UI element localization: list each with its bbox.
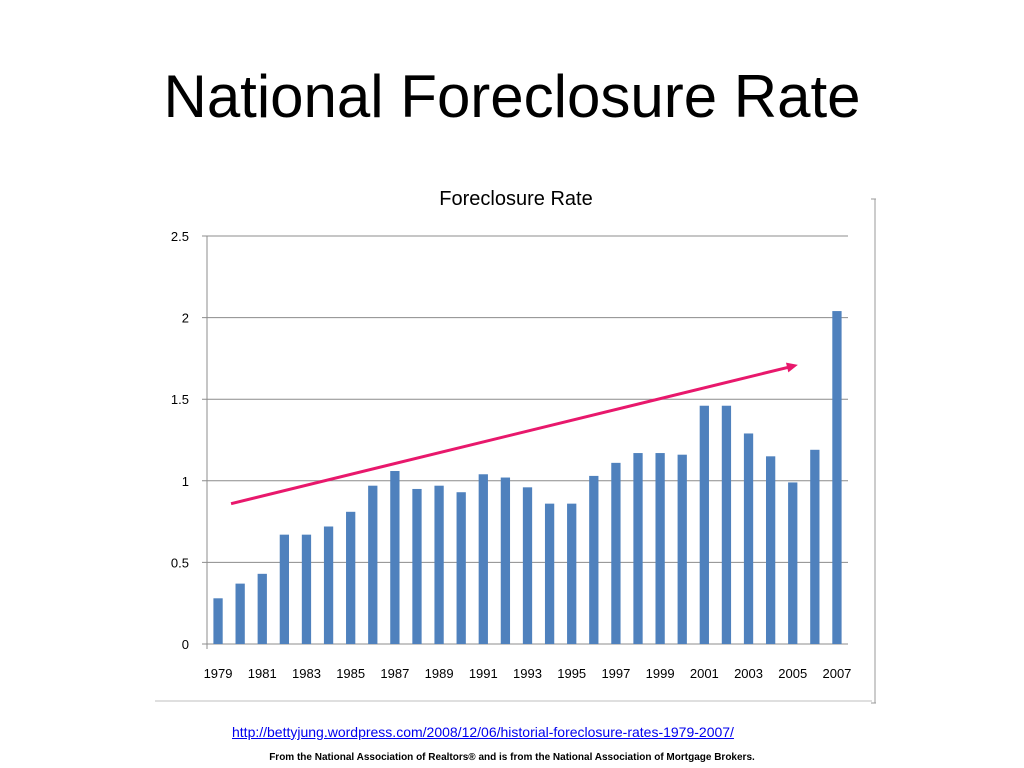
bar-1996 — [589, 475, 599, 644]
y-tick-label: 1 — [182, 474, 189, 489]
source-link[interactable]: http://bettyjung.wordpress.com/2008/12/0… — [232, 724, 734, 740]
x-tick-label: 1987 — [380, 666, 409, 681]
x-tick-label: 2005 — [778, 666, 807, 681]
bar-1994 — [544, 503, 555, 644]
bar-1986 — [368, 485, 378, 644]
x-tick-label: 1993 — [513, 666, 542, 681]
bar-2005 — [788, 482, 798, 644]
bar-1982 — [279, 534, 290, 644]
bar-1987 — [390, 471, 400, 644]
chart-title: Foreclosure Rate — [439, 188, 592, 210]
trend-arrow-head — [785, 362, 798, 373]
x-tick-label: 1989 — [425, 666, 454, 681]
bar-2002 — [721, 405, 732, 644]
bar-2006 — [810, 449, 820, 644]
bar-1998 — [633, 453, 643, 644]
y-tick-label: 0.5 — [171, 555, 189, 570]
bar-1995 — [567, 503, 577, 644]
x-tick-label: 2007 — [822, 666, 851, 681]
y-tick-label: 2 — [182, 311, 189, 326]
bar-1979 — [213, 598, 223, 644]
bar-1984 — [323, 526, 334, 644]
chart-frame — [155, 198, 876, 704]
x-tick-label: 1991 — [469, 666, 498, 681]
bar-2007 — [832, 311, 842, 644]
x-tick-label: 1979 — [204, 666, 233, 681]
bar-1990 — [456, 492, 466, 644]
x-tick-label: 1983 — [292, 666, 321, 681]
bar-2003 — [743, 433, 754, 644]
y-tick-label: 0 — [182, 637, 189, 652]
y-axis-ticks: 0 0.5 1 1.5 2 2.5 — [171, 229, 189, 652]
bar-1991 — [478, 474, 488, 644]
bar-1997 — [611, 462, 621, 644]
bar-1980 — [235, 583, 245, 644]
bar-1999 — [655, 453, 665, 644]
y-tick-label: 2.5 — [171, 229, 189, 244]
bar-1981 — [257, 573, 267, 644]
x-tick-label: 2003 — [734, 666, 763, 681]
bar-2004 — [765, 456, 776, 644]
x-tick-label: 2001 — [690, 666, 719, 681]
trend-arrow-line — [230, 364, 793, 506]
bar-2000 — [677, 454, 687, 644]
y-tick-label: 1.5 — [171, 392, 189, 407]
bar-2001 — [699, 405, 709, 644]
x-tick-label: 1995 — [557, 666, 586, 681]
bar-1988 — [412, 488, 422, 644]
bar-1983 — [301, 534, 312, 644]
bars — [213, 311, 842, 644]
bar-1989 — [434, 485, 444, 644]
x-tick-label: 1981 — [248, 666, 277, 681]
bar-1985 — [346, 511, 356, 644]
slide-title: National Foreclosure Rate — [163, 63, 861, 130]
x-axis-ticks: 1979 1981 1983 1985 1987 1989 1991 1993 1995 1997… — [204, 666, 852, 681]
trend-arrow — [230, 362, 798, 506]
x-tick-label: 1985 — [336, 666, 365, 681]
bar-1992 — [500, 477, 511, 644]
bar-1993 — [522, 487, 533, 644]
source-note: From the National Association of Realtor… — [269, 752, 755, 763]
x-tick-label: 1997 — [601, 666, 630, 681]
x-tick-label: 1999 — [646, 666, 675, 681]
